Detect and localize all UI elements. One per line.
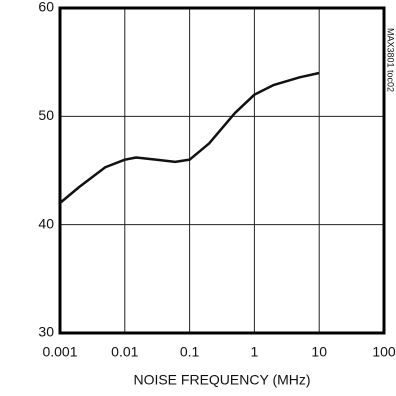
y-tick-label: 50 xyxy=(38,107,54,123)
y-tick-label: 30 xyxy=(38,324,54,340)
y-tick-label: 40 xyxy=(38,215,54,231)
x-axis-label: NOISE FREQUENCY (MHz) xyxy=(133,372,310,388)
x-tick-label: 100 xyxy=(372,344,396,360)
x-tick-label: 0.1 xyxy=(180,344,200,360)
plot-frame xyxy=(58,6,386,335)
x-tick-label: 0.001 xyxy=(42,344,77,360)
y-tick-label: 60 xyxy=(38,0,54,15)
data-line xyxy=(59,71,320,204)
x-tick-label: 10 xyxy=(311,344,327,360)
annotation: MAX3801 toc02 xyxy=(386,28,396,92)
x-tick-label: 0.01 xyxy=(111,344,138,360)
x-tick-label: 1 xyxy=(251,344,259,360)
